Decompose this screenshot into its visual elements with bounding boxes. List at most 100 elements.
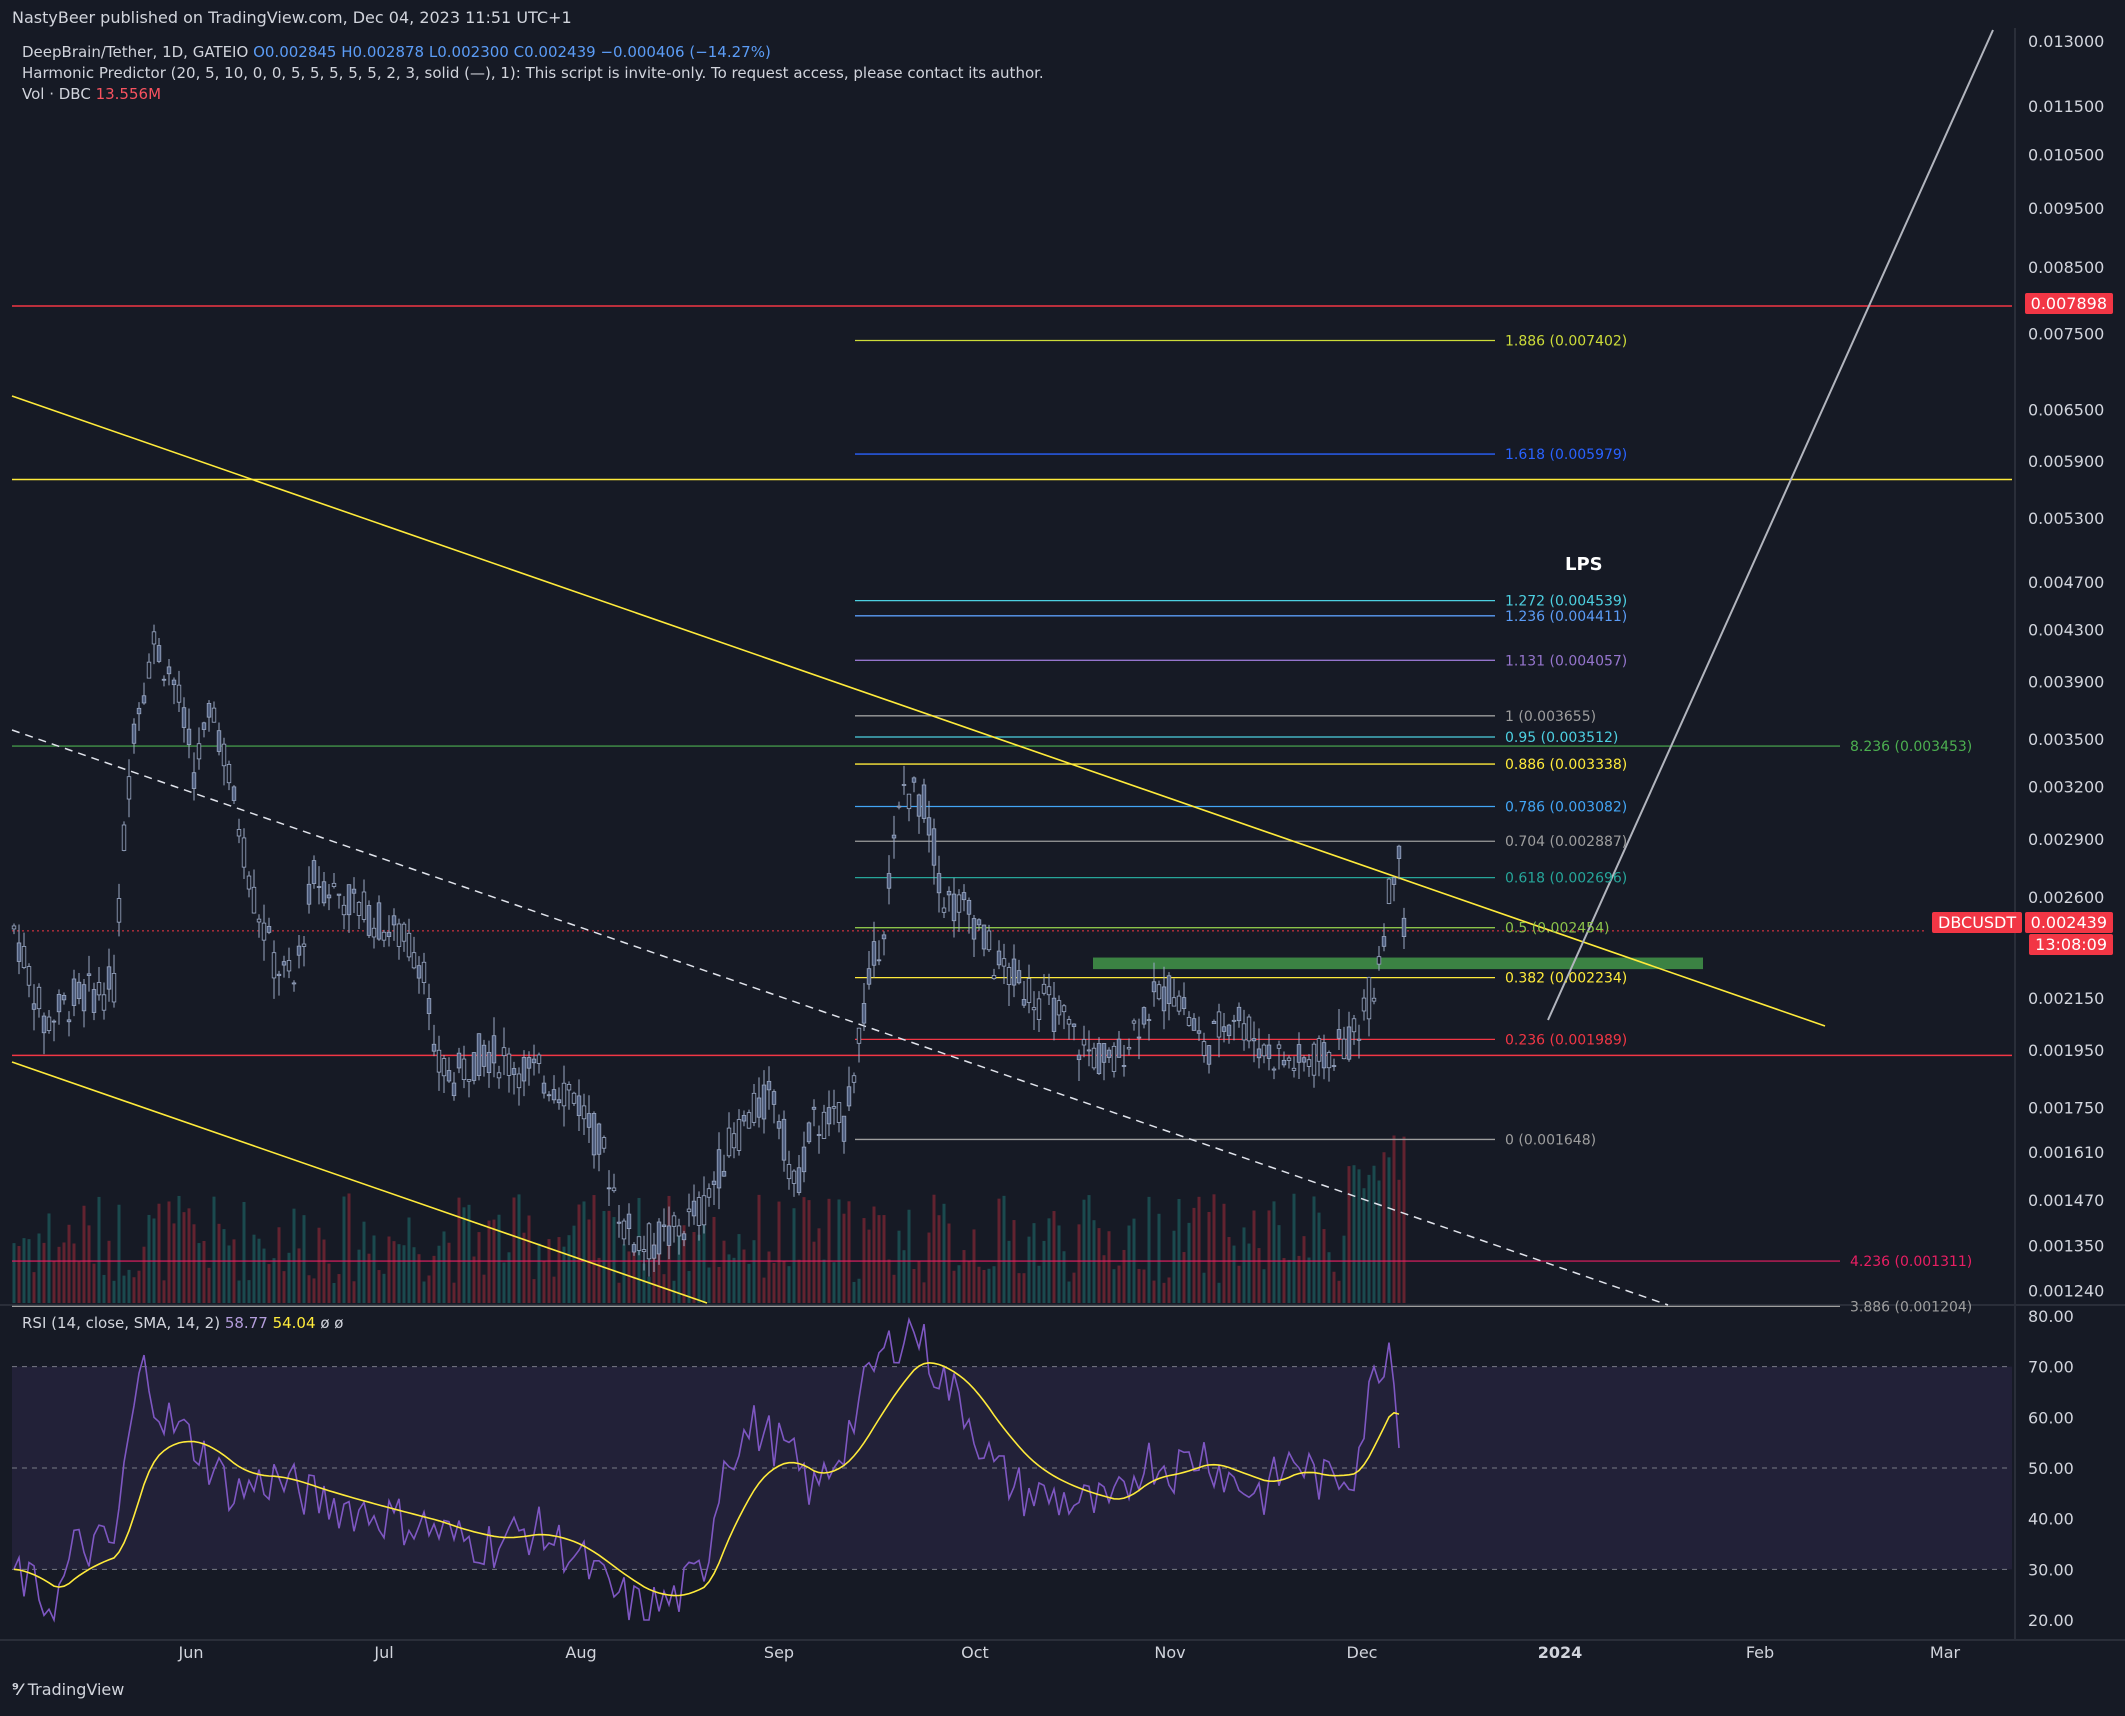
candle-body [856,1027,862,1044]
volume-bar [1287,1259,1291,1303]
candle-body [591,1113,597,1156]
volume-bar [1147,1196,1151,1303]
candle-body [411,952,417,969]
price-tick-label: 0.005900 [2028,452,2104,471]
red-level-tag: 0.007898 [2024,293,2113,314]
candle-body [991,975,997,980]
candle-body [696,1197,702,1226]
candle-body [111,973,117,1003]
candle-body [1326,1052,1332,1069]
candle-body [776,1121,782,1129]
rsi-sma-line [13,1361,1400,1597]
candle-body [381,931,387,941]
candle-body [226,763,232,784]
volume-bar [737,1234,741,1303]
volume-bar [442,1231,446,1303]
volume-bar [162,1280,166,1303]
candle-body [1401,917,1407,937]
candle-body [1041,983,1047,994]
volume-bar [812,1241,816,1303]
volume-bar [907,1209,911,1303]
time-tick-label: 2024 [1538,1643,1583,1662]
candle-body [1051,997,1057,1032]
volume-bar [12,1243,16,1303]
volume-bar [922,1282,926,1303]
candle-body [171,679,177,686]
volume-bar [872,1206,876,1303]
volume-bar [1087,1195,1091,1303]
candle-body [806,1122,812,1143]
volume-bar [1032,1223,1036,1303]
candle-body [611,1187,617,1192]
volume-bar [927,1232,931,1303]
volume-bar [122,1275,126,1303]
open-value: O0.002845 [253,43,337,61]
time-tick-label: Mar [1930,1643,1961,1662]
price-tick-label: 0.007500 [2028,325,2104,344]
volume-bar [1312,1196,1316,1303]
volume-bar [142,1246,146,1303]
rsi-tick-label: 80.00 [2028,1307,2074,1326]
rsi-extra: ø ø [320,1314,344,1332]
volume-bar [1267,1210,1271,1303]
candle-body [706,1188,712,1198]
tradingview-logo-icon: ⁹⁄ [12,1680,22,1699]
volume-bar [1322,1229,1326,1303]
volume-bar [1222,1203,1226,1303]
volume-bar [822,1259,826,1303]
volume-bar [742,1249,746,1303]
candle-body [1276,1044,1282,1049]
volume-bar [787,1266,791,1303]
volume-bar [432,1255,436,1303]
volume-bar [1172,1230,1176,1303]
volume-bar [642,1263,646,1303]
volume-bar [102,1274,106,1303]
volume-bar [1237,1265,1241,1303]
candle-body [231,786,237,801]
candle-body [1246,1016,1252,1042]
volume-bar [697,1234,701,1303]
volume-bar [847,1201,851,1303]
candle-body [51,1020,57,1023]
candle-body [821,1111,827,1139]
candle-body [686,1208,692,1213]
volume-bar [1347,1166,1351,1303]
volume-bar [567,1235,571,1303]
candle-body [606,1187,612,1190]
volume-bar [137,1270,141,1303]
volume-bar [342,1196,346,1303]
candle-body [356,901,362,916]
volume-bar [817,1228,821,1303]
volume-bar [1302,1236,1306,1303]
volume-bar [257,1238,261,1303]
volume-bar [1337,1280,1341,1303]
volume-bar [1327,1252,1331,1303]
tradingview-footer[interactable]: ⁹⁄ TradingView [12,1680,124,1699]
volume-bar [972,1229,976,1303]
candle-body [376,902,382,940]
volume-bar [42,1242,46,1303]
volume-bar [807,1200,811,1303]
volume-bar [882,1215,886,1303]
candle-body [446,1070,452,1082]
candle-body [216,730,222,752]
candle-body [881,934,887,940]
candle-body [81,984,87,1012]
fib-label: 1.618 (0.005979) [1505,447,1627,463]
candle-body [16,942,22,962]
candle-body [1056,1000,1062,1016]
candle-body [536,1054,542,1064]
time-tick-label: Jul [373,1643,393,1662]
volume-bar [62,1242,66,1303]
candle-body [211,707,217,723]
candle-body [556,1099,562,1104]
candle-body [641,1249,647,1253]
candle-body [1381,936,1387,947]
candle-body [146,661,152,679]
volume-bar [732,1257,736,1303]
volume-bar [1202,1272,1206,1303]
volume-bar [72,1243,76,1303]
volume-bar [377,1270,381,1303]
volume-bar [182,1212,186,1303]
